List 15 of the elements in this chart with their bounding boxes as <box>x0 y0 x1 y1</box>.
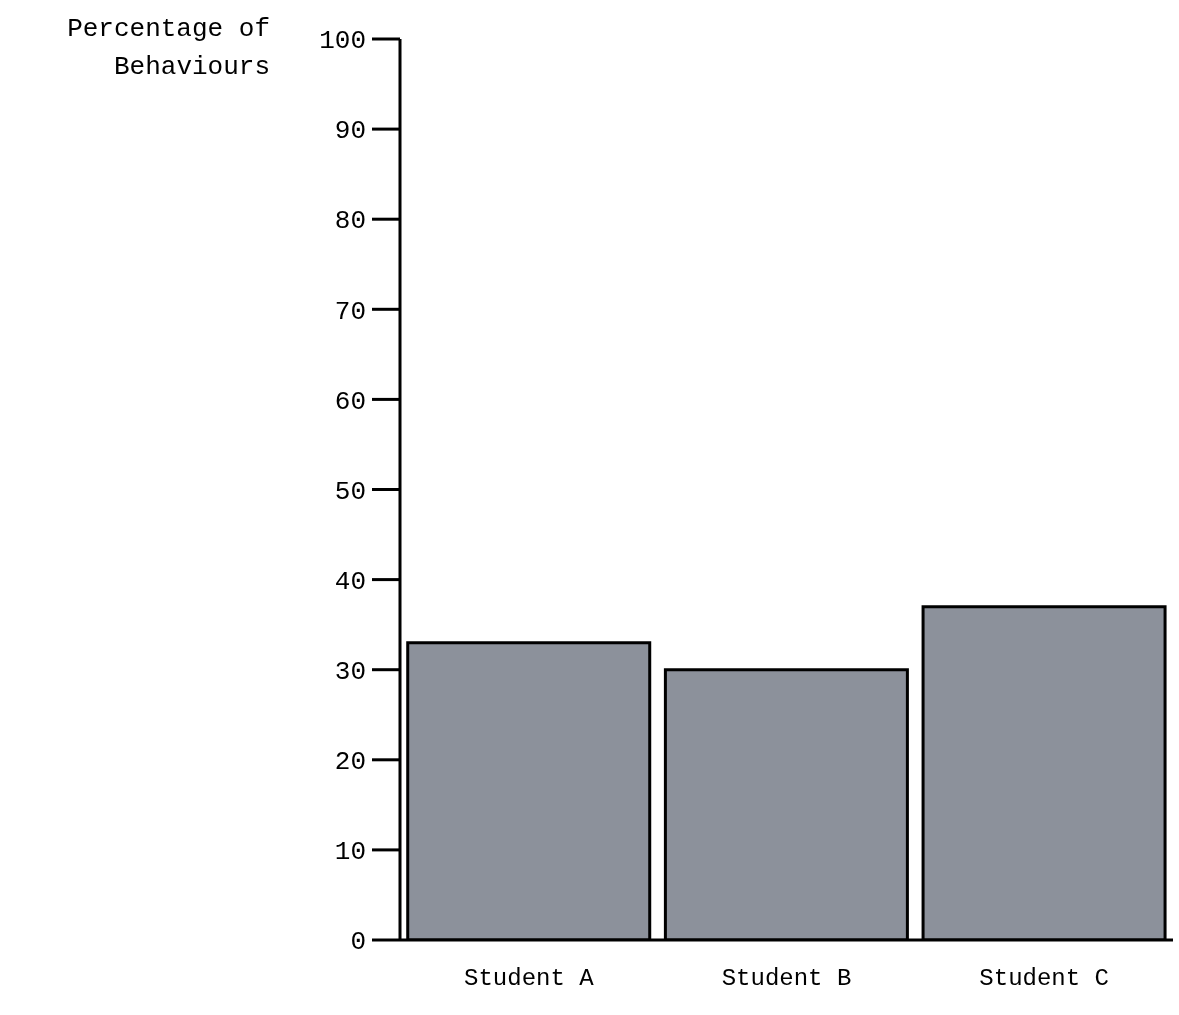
y-tick-label: 70 <box>334 296 366 327</box>
x-tick-label: Student A <box>464 965 595 993</box>
x-tick-label: Student C <box>979 965 1109 993</box>
y-axis-title: Percentage of Behaviours <box>66 13 270 84</box>
y-tick-label: 10 <box>334 837 366 868</box>
y-tick-label: 100 <box>319 26 366 57</box>
x-tick-label: Student B <box>721 965 852 993</box>
y-tick-label: 50 <box>334 476 366 507</box>
y-tick-label: 60 <box>334 386 366 417</box>
y-tick-label: 40 <box>334 566 366 597</box>
y-tick-label: 0 <box>350 927 366 958</box>
y-tick-label: 20 <box>334 747 366 778</box>
y-tick-label: 30 <box>334 656 366 687</box>
y-tick-label: 80 <box>334 206 366 237</box>
y-tick-label: 90 <box>334 116 366 147</box>
